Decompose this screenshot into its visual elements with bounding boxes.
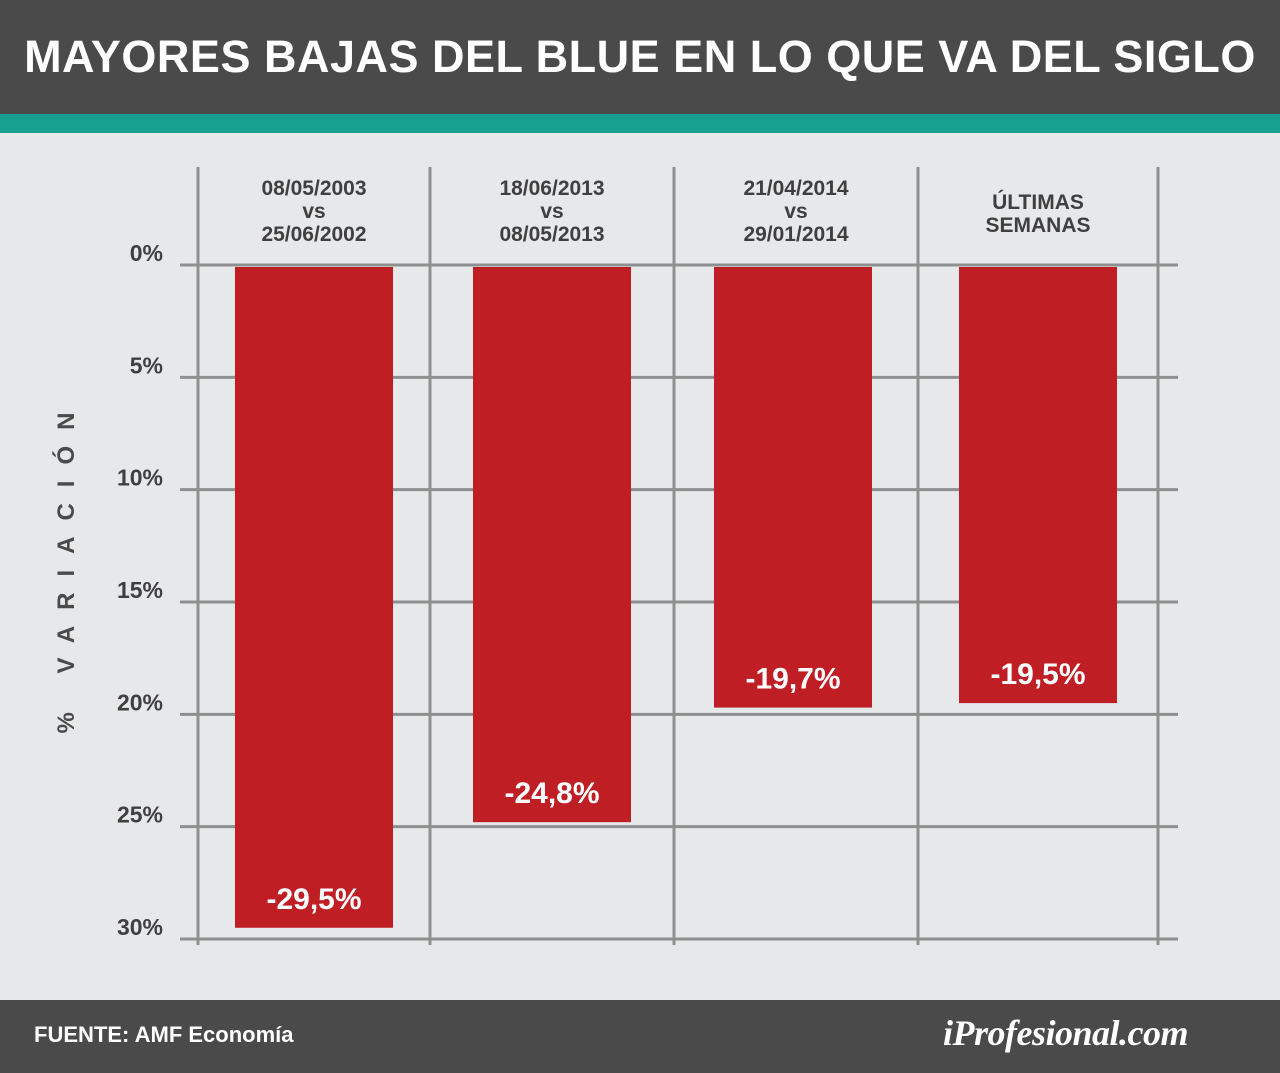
- chart-title: MAYORES BAJAS DEL BLUE EN LO QUE VA DEL …: [24, 31, 1256, 82]
- chart-header: MAYORES BAJAS DEL BLUE EN LO QUE VA DEL …: [0, 0, 1280, 114]
- category-label-line: 18/06/2013: [499, 177, 604, 200]
- bar-3: [714, 267, 872, 708]
- category-label-3: 21/04/2014 vs 29/01/2014: [743, 177, 848, 246]
- category-label-line: 08/05/2013: [499, 223, 604, 246]
- bar-layer: [235, 267, 1117, 928]
- y-tick-label: 25%: [117, 802, 163, 828]
- y-tick-label: 5%: [130, 352, 163, 378]
- brand-logo: iProfesional.com: [943, 1013, 1188, 1053]
- y-tick-label: 10%: [117, 465, 163, 491]
- category-label-4: ÚLTIMAS SEMANAS: [985, 190, 1090, 237]
- category-label-line: 25/06/2002: [261, 223, 366, 246]
- value-label-2: -24,8%: [504, 777, 599, 810]
- y-tick-label: 0%: [130, 240, 163, 266]
- bar-2: [473, 267, 631, 823]
- bar-1: [235, 267, 393, 928]
- label-layer: 0%5%10%15%20%25%30%08/05/2003 vs 25/06/200…: [117, 177, 1091, 940]
- category-label-line: 21/04/2014: [743, 177, 848, 200]
- category-label-line: 29/01/2014: [743, 223, 848, 246]
- category-label-1: 08/05/2003 vs 25/06/2002: [261, 177, 366, 246]
- y-tick-label: 30%: [117, 914, 163, 940]
- category-label-2: 18/06/2013 vs 08/05/2013: [499, 177, 604, 246]
- bar-4: [959, 267, 1117, 704]
- chart-footer: FUENTE: AMF Economía iProfesional.com: [0, 1000, 1280, 1073]
- value-label-1: -29,5%: [266, 883, 361, 916]
- value-label-4: -19,5%: [990, 658, 1085, 691]
- accent-stripe: [0, 114, 1280, 133]
- bar-chart: 0%5%10%15%20%25%30%08/05/2003 vs 25/06/200…: [52, 167, 1178, 945]
- y-axis-label: % VARIACIÓN: [52, 397, 80, 734]
- y-tick-label: 20%: [117, 689, 163, 715]
- source-note: FUENTE: AMF Economía: [34, 1022, 294, 1047]
- y-tick-label: 15%: [117, 577, 163, 603]
- category-label-line: 08/05/2003: [261, 177, 366, 200]
- category-label-line: vs: [540, 200, 563, 223]
- category-label-line: vs: [302, 200, 325, 223]
- category-label-line: vs: [784, 200, 807, 223]
- value-label-3: -19,7%: [745, 663, 840, 696]
- category-label-line: SEMANAS: [985, 214, 1090, 237]
- category-label-line: ÚLTIMAS: [992, 190, 1084, 214]
